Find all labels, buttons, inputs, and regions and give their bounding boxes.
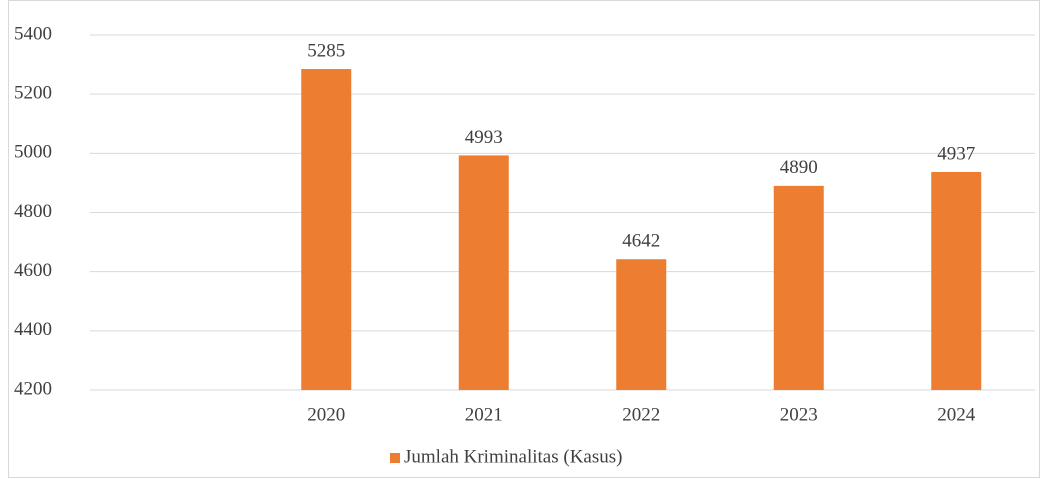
bar [931,171,982,390]
data-label: 4642 [622,231,660,252]
data-label: 5285 [307,40,345,61]
legend-swatch [390,453,400,463]
bar [773,185,824,390]
data-label: 4993 [465,127,503,148]
data-label: 4937 [937,143,975,164]
y-tick-label: 5400 [14,23,52,44]
chart-frame [8,0,1040,478]
bar [616,259,667,390]
legend-label: Jumlah Kriminalitas (Kasus) [404,446,622,467]
y-tick-label: 5200 [14,83,52,104]
y-tick-label: 4800 [14,201,52,222]
y-tick-label: 5000 [14,142,52,163]
y-tick-label: 4600 [14,260,52,281]
x-tick-label: 2024 [937,404,976,425]
y-tick-label: 4400 [14,319,52,340]
x-tick-label: 2020 [307,404,345,425]
bar [458,155,509,390]
x-tick-label: 2021 [465,404,503,425]
bar [301,69,352,390]
data-label: 4890 [780,157,818,178]
y-tick-label: 4200 [14,378,52,399]
x-tick-label: 2022 [622,404,660,425]
x-tick-label: 2023 [780,404,818,425]
